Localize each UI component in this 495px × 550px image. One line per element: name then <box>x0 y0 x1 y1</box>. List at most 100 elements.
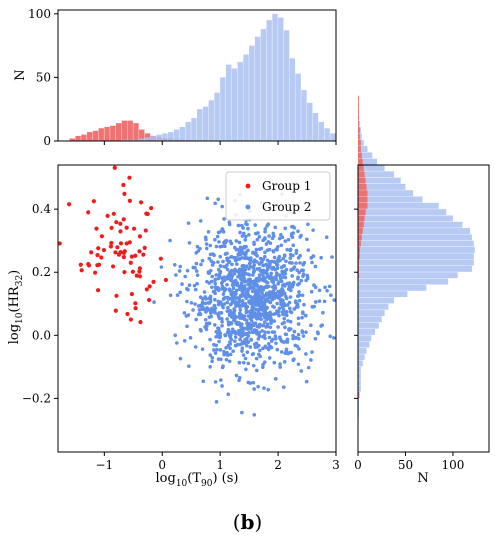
scatter-point-group-2 <box>227 359 232 364</box>
scatter-point-group-1 <box>158 256 163 261</box>
top-hist-bar-1-9 <box>121 120 128 141</box>
scatter-point-group-2 <box>236 253 241 257</box>
right-hist-bar-2-41 <box>358 183 406 190</box>
scatter-point-group-2 <box>269 290 274 294</box>
scatter-point-group-2 <box>189 301 194 305</box>
scatter-point-group-2 <box>287 350 292 355</box>
scatter-point-group-1 <box>91 199 96 204</box>
scatter-point-group-2 <box>299 278 304 283</box>
scatter-point-group-2 <box>294 261 298 265</box>
scatter-point-group-2 <box>240 340 245 345</box>
scatter-point-group-2 <box>268 344 272 349</box>
scatter-point-group-2 <box>217 240 221 244</box>
legend-label-group-2: Group 2 <box>262 200 311 214</box>
scatter-point-group-2 <box>287 281 292 285</box>
scatter-point-group-2 <box>213 281 218 286</box>
scatter-point-group-2 <box>315 330 320 334</box>
scatter-point-group-1 <box>129 254 135 259</box>
scatter-point-group-2 <box>303 313 308 318</box>
scatter-point-group-2 <box>262 269 267 273</box>
scatter-point-group-2 <box>237 321 241 325</box>
scatter-point-group-1 <box>115 245 120 250</box>
scatter-point-group-1 <box>108 244 113 249</box>
scatter-point-group-1 <box>66 202 72 207</box>
right-hist-bar-1-32 <box>358 240 361 247</box>
scatter-point-group-2 <box>240 410 244 415</box>
scatter-point-group-2 <box>243 332 247 337</box>
scatter-point-group-2 <box>297 270 301 275</box>
scatter-point-group-2 <box>238 230 242 235</box>
scatter-point-group-2 <box>332 298 336 302</box>
scatter-point-group-2 <box>216 357 221 361</box>
scatter-point-group-2 <box>304 352 308 356</box>
scatter-point-group-2 <box>263 227 268 231</box>
scatter-point-group-2 <box>245 222 249 227</box>
scatter-point-group-2 <box>255 317 259 321</box>
scatter-point-group-2 <box>251 266 256 270</box>
scatter-point-group-2 <box>282 320 286 325</box>
scatter-point-group-2 <box>257 247 262 251</box>
top-hist-bar-1-2 <box>81 134 87 141</box>
scatter-point-group-2 <box>229 292 233 297</box>
scatter-point-group-2 <box>218 348 223 352</box>
scatter-point-group-2 <box>288 252 293 257</box>
scatter-point-group-2 <box>236 223 241 228</box>
scatter-point-group-2 <box>237 257 242 261</box>
scatter-point-group-2 <box>258 294 263 299</box>
scatter-point-group-1 <box>144 211 149 216</box>
scatter-point-group-1 <box>121 255 127 260</box>
scatter-point-group-2 <box>323 285 327 290</box>
scatter-point-group-2 <box>310 260 314 265</box>
scatter-point-group-2 <box>198 219 203 223</box>
scatter-xtick-label-4: 3 <box>332 458 340 472</box>
scatter-point-group-2 <box>222 352 226 357</box>
scatter-point-group-2 <box>322 299 327 304</box>
scatter-point-group-2 <box>243 238 248 242</box>
scatter-point-group-2 <box>217 311 222 315</box>
top-hist-bar-2-37 <box>283 30 290 141</box>
right-hist-bar-2-44 <box>358 165 385 171</box>
scatter-point-group-2 <box>272 319 277 323</box>
scatter-point-group-2 <box>256 384 260 389</box>
scatter-point-group-2 <box>294 335 298 340</box>
scatter-point-group-2 <box>272 255 277 260</box>
scatter-point-group-2 <box>276 289 280 294</box>
scatter-point-group-2 <box>270 267 274 271</box>
scatter-point-group-2 <box>233 267 237 272</box>
scatter-point-group-2 <box>239 303 244 308</box>
scatter-point-group-2 <box>305 237 309 242</box>
scatter-point-group-2 <box>240 315 244 319</box>
scatter-point-group-2 <box>243 301 248 306</box>
legend-label-group-1: Group 1 <box>262 179 311 193</box>
right-hist-bar-2-9 <box>358 385 361 392</box>
scatter-point-group-2 <box>275 247 279 252</box>
scatter-point-group-2 <box>251 380 256 385</box>
scatter-point-group-2 <box>211 289 216 294</box>
scatter-point-group-2 <box>219 378 223 382</box>
scatter-point-group-2 <box>272 292 277 297</box>
scatter-point-group-2 <box>280 272 285 276</box>
right-hist-bar-2-36 <box>358 215 453 222</box>
scatter-point-group-2 <box>266 222 271 227</box>
scatter-point-group-2 <box>276 325 280 329</box>
scatter-point-group-2 <box>208 296 213 301</box>
scatter-point-group-2 <box>203 295 207 299</box>
scatter-point-group-2 <box>244 367 248 372</box>
scatter-point-group-2 <box>290 224 294 229</box>
scatter-xtick-label-0: −1 <box>95 458 113 472</box>
top-hist-bar-2-10 <box>127 139 133 141</box>
scatter-point-group-2 <box>216 197 221 202</box>
scatter-point-group-2 <box>252 330 256 334</box>
right-hist-bar-1-47 <box>358 146 361 152</box>
scatter-point-group-2 <box>220 276 225 280</box>
scatter-xlabel: log10(T90) (s) <box>156 471 239 489</box>
scatter-point-group-2 <box>225 309 230 313</box>
right-hist-bar-2-22 <box>358 303 389 310</box>
scatter-point-group-1 <box>122 270 127 275</box>
scatter-point-group-2 <box>245 327 250 331</box>
scatter-point-group-2 <box>187 283 192 288</box>
scatter-point-group-2 <box>224 357 229 362</box>
right-hist-bar-1-39 <box>358 196 368 203</box>
scatter-point-group-2 <box>235 300 239 305</box>
scatter-point-group-2 <box>203 301 208 306</box>
